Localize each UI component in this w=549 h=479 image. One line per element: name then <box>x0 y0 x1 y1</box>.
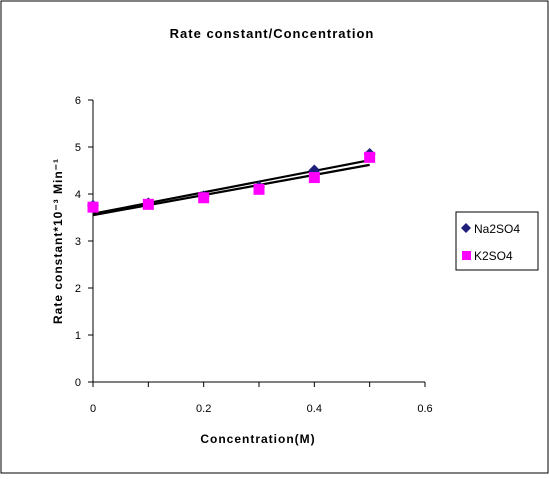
y-tick-label: 5 <box>75 142 81 154</box>
y-tick-label: 6 <box>75 95 81 107</box>
x-axis-label: Concentration(M) <box>200 432 315 446</box>
point-k2so4 <box>142 198 154 210</box>
trendline-k2so4 <box>92 163 370 217</box>
x-tick-label: 0.6 <box>417 403 432 415</box>
legend-marker-k2so4 <box>462 251 471 260</box>
point-k2so4 <box>87 201 99 213</box>
x-tick-label: 0.2 <box>196 403 211 415</box>
y-tick-label: 1 <box>75 330 81 342</box>
point-k2so4 <box>364 151 376 163</box>
point-k2so4 <box>253 183 265 195</box>
trendline-na2so4 <box>92 159 370 215</box>
point-k2so4 <box>198 192 210 204</box>
y-tick-label: 4 <box>75 189 81 201</box>
legend-label-k2so4: K2SO4 <box>474 249 513 263</box>
y-tick-label: 3 <box>75 236 81 248</box>
axes: 0 1 2 3 4 5 6 0 0.2 0.4 0.6 <box>75 95 433 415</box>
data-points <box>87 148 376 213</box>
y-tick-label: 2 <box>75 283 81 295</box>
legend-box <box>455 211 539 271</box>
x-tick-label: 0 <box>90 403 96 415</box>
point-k2so4 <box>308 172 320 184</box>
legend-label-na2so4: Na2SO4 <box>474 222 520 236</box>
trendlines <box>92 159 370 217</box>
y-tick-label: 0 <box>75 377 81 389</box>
legend: Na2SO4 K2SO4 <box>455 211 539 271</box>
chart-title: Rate constant/Concentration <box>170 26 375 41</box>
legend-marker-na2so4 <box>461 223 471 233</box>
y-axis-label: Rate constant*10⁻³ Min⁻¹ <box>51 158 65 324</box>
x-tick-label: 0.4 <box>307 403 322 415</box>
